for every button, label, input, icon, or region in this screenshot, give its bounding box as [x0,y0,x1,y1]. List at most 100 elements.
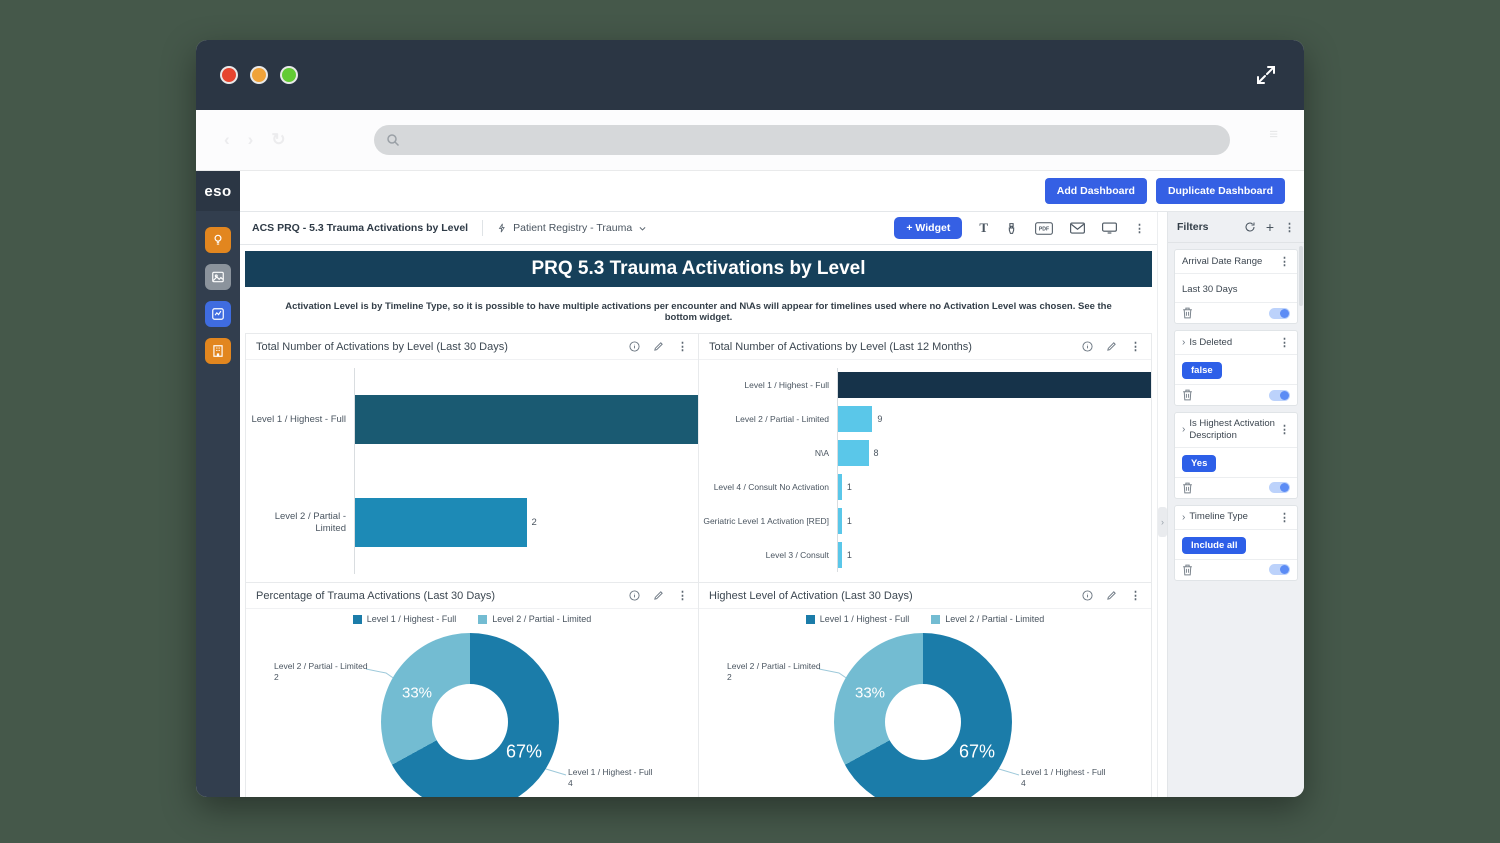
back-icon[interactable]: ‹ [224,130,230,149]
edit-pencil-icon[interactable] [653,590,664,601]
filters-collapse-handle[interactable]: › [1158,507,1167,537]
widget-title: Highest Level of Activation (Last 30 Day… [709,589,913,602]
chevron-right-icon: › [1182,424,1186,436]
annotation-level1: Level 1 / Highest - Full 4 [1021,767,1106,789]
filter-toggle[interactable] [1269,482,1290,494]
pct-label-dark: 67% [505,741,543,762]
info-icon[interactable] [1082,590,1093,601]
duplicate-dashboard-button[interactable]: Duplicate Dashboard [1155,178,1285,204]
kebab-menu-icon[interactable]: ⋮ [1279,256,1290,268]
trash-icon[interactable] [1182,564,1269,576]
edit-pencil-icon[interactable] [1106,590,1117,601]
lightbulb-icon[interactable] [205,227,231,253]
dashboard-name: ACS PRQ - 5.3 Trauma Activations by Leve… [252,222,469,234]
browser-menu-icon[interactable]: ≡ [1269,126,1278,143]
kebab-menu-icon[interactable]: ⋮ [1134,222,1145,235]
filter-toggle[interactable] [1269,389,1290,401]
content-row: ACS PRQ - 5.3 Trauma Activations by Leve… [240,211,1304,797]
filter-label: Is Deleted [1189,336,1233,348]
brush-tool-icon[interactable] [1005,222,1018,235]
bar-value-label: 9 [877,414,883,424]
filter-value-pill[interactable]: Yes [1182,454,1217,472]
donut[interactable] [381,633,559,797]
bar-segment[interactable] [838,440,869,466]
text-tool-icon[interactable]: T [979,220,988,235]
add-filter-icon[interactable]: + [1265,219,1274,235]
registry-dropdown[interactable]: Patient Registry - Trauma [497,222,647,234]
filters-header: Filters + ⋮ [1168,212,1304,243]
filter-card-label[interactable]: › Timeline Type ⋮ [1175,506,1297,529]
dashboard-column: ACS PRQ - 5.3 Trauma Activations by Leve… [240,212,1158,797]
bar-category-label: Level 4 / Consult No Activation [713,481,829,492]
filter-card-0: Arrival Date Range ⋮ Last 30 Days [1174,249,1298,324]
bar-segment[interactable] [838,406,873,432]
zoom-button[interactable] [282,68,296,82]
trash-icon[interactable] [1182,482,1269,494]
kebab-menu-icon[interactable]: ⋮ [1284,221,1295,234]
bar-row: Level 2 / Partial - Limited 2 [246,471,698,574]
bar-segment[interactable] [355,395,698,444]
app-main: Add Dashboard Duplicate Dashboard ACS PR… [240,171,1304,797]
window-controls [222,68,296,82]
kebab-menu-icon[interactable]: ⋮ [677,590,688,602]
info-icon[interactable] [1082,341,1093,352]
trash-icon[interactable] [1182,389,1269,401]
eso-logo[interactable]: eso [196,171,240,211]
info-icon[interactable] [629,341,640,352]
filter-card-label[interactable]: › Is Deleted ⋮ [1175,331,1297,354]
kebab-menu-icon[interactable]: ⋮ [1279,511,1290,524]
filter-value-pill[interactable]: Include all [1182,536,1247,554]
donut[interactable] [834,633,1012,797]
filters-scrollbar[interactable] [1299,246,1303,306]
kebab-menu-icon[interactable]: ⋮ [1130,590,1141,602]
trash-icon[interactable] [1182,307,1269,319]
bar-value-label: 1 [846,516,852,526]
filter-footer [1175,558,1297,580]
line-chart-icon[interactable] [205,301,231,327]
close-button[interactable] [222,68,236,82]
filter-card-label[interactable]: Arrival Date Range ⋮ [1175,250,1297,273]
bar-chart-last-12-months: Level 1 / Highest - Full82Level 2 / Part… [699,360,1151,582]
bar-segment[interactable] [838,372,1151,398]
bar-segment[interactable] [838,474,842,500]
edit-pencil-icon[interactable] [653,341,664,352]
kebab-menu-icon[interactable]: ⋮ [1279,424,1290,437]
building-icon[interactable] [205,338,231,364]
forward-icon[interactable]: › [247,130,254,149]
bar-segment[interactable] [838,508,842,534]
kebab-menu-icon[interactable]: ⋮ [1130,341,1141,353]
minimize-button[interactable] [252,68,266,82]
chevron-down-icon [639,226,646,231]
kebab-menu-icon[interactable]: ⋮ [677,341,688,353]
dashboard-banner: PRQ 5.3 Trauma Activations by Level [245,251,1152,287]
bar-segment[interactable] [838,542,842,568]
add-widget-button[interactable]: + Widget [894,217,963,239]
add-dashboard-button[interactable]: Add Dashboard [1044,178,1147,204]
widget-header: Highest Level of Activation (Last 30 Day… [699,583,1151,609]
address-bar[interactable] [374,125,1230,155]
filter-value-pill[interactable]: false [1182,362,1222,379]
present-mode-icon[interactable] [1102,222,1117,234]
fullscreen-expand-icon[interactable] [1254,63,1278,87]
pdf-export-icon[interactable]: PDF [1035,221,1053,235]
widget-header: Percentage of Trauma Activations (Last 3… [246,583,698,609]
bar-segment[interactable] [355,498,527,547]
filter-value[interactable]: Last 30 Days [1182,284,1238,295]
widget-title: Percentage of Trauma Activations (Last 3… [256,589,496,602]
filter-label: Is Highest Activation Description [1189,418,1275,441]
browser-toolbar: ‹ › ↻ ≡ [196,110,1304,171]
refresh-icon[interactable] [1244,221,1256,233]
email-icon[interactable] [1070,222,1085,234]
kebab-menu-icon[interactable]: ⋮ [1279,337,1290,349]
edit-pencil-icon[interactable] [1106,341,1117,352]
svg-text:PDF: PDF [1039,226,1049,232]
filter-card-label[interactable]: › Is Highest Activation Description ⋮ [1175,413,1297,447]
filter-toggle[interactable] [1269,564,1290,576]
info-icon[interactable] [629,590,640,601]
address-input[interactable] [408,132,1218,148]
filter-toggle[interactable] [1269,307,1290,319]
legend-item: Level 1 / Highest - Full [805,614,909,624]
reload-icon[interactable]: ↻ [271,130,286,149]
bar-value-label: 8 [873,448,879,458]
image-document-icon[interactable] [205,264,231,290]
